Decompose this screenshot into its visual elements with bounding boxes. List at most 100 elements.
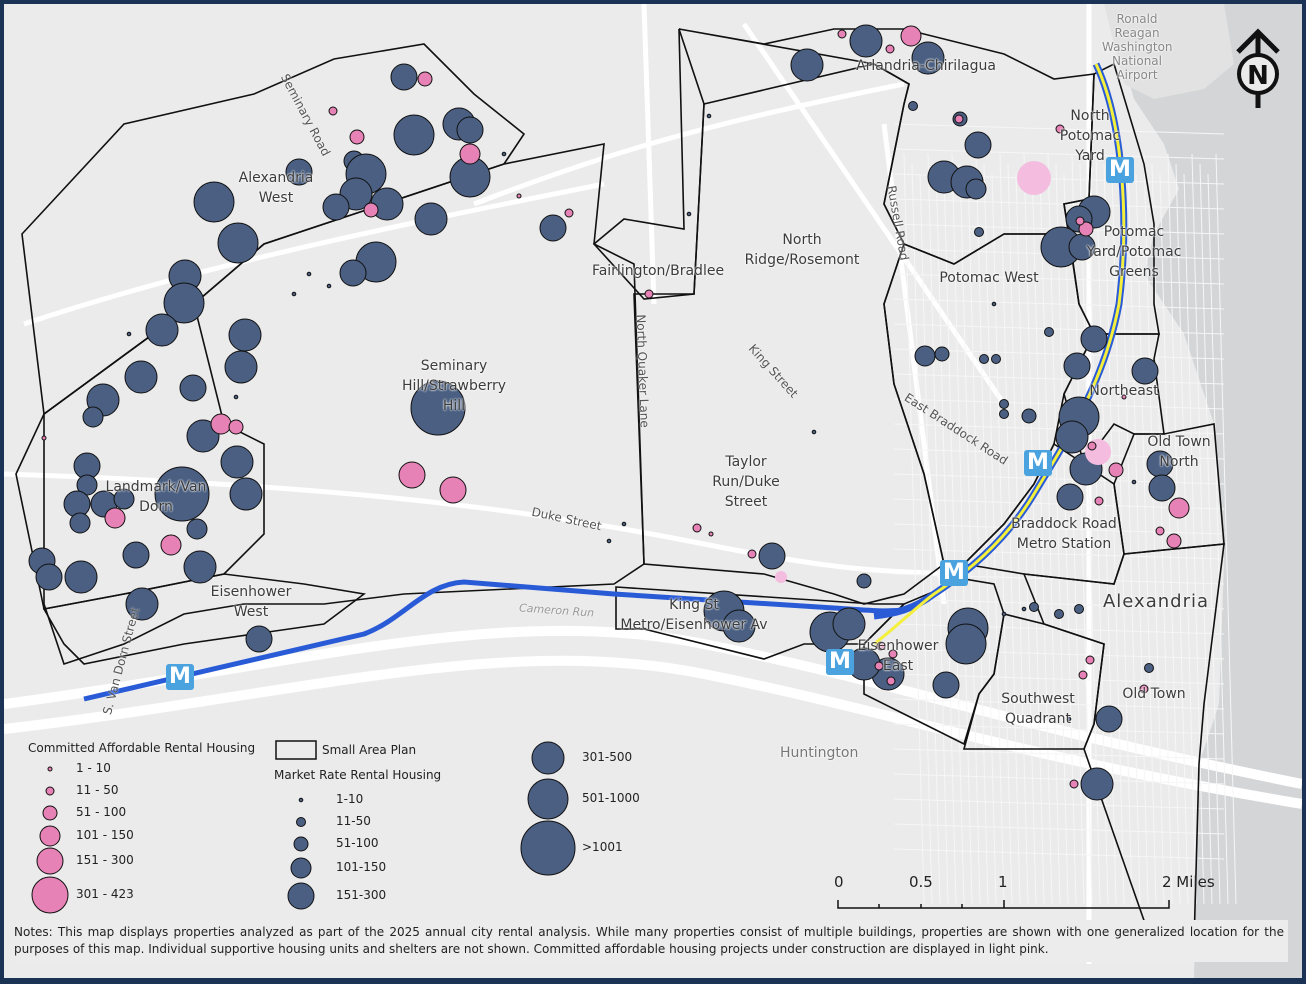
map-canvas[interactable]: N [4,4,1302,978]
north-arrow-icon: N [1236,28,1280,108]
market-rate-property-marker [964,131,992,159]
legend-affordable-symbol [47,766,53,772]
affordable-property-marker [1121,394,1127,400]
market-rate-property-marker [179,374,207,402]
street [893,398,1225,410]
street [927,153,949,905]
legend-affordable-symbol [45,786,55,796]
street [1039,173,1061,905]
area-label-seminary-hill: Seminary Hill/Strawberry Hill [401,358,507,414]
market-rate-property-marker [999,399,1009,409]
market-rate-property-marker [621,521,627,527]
small-area-plan-boundary [43,143,645,666]
affordable-property-marker [160,534,182,556]
road [473,81,905,207]
affordable-property-marker [885,44,895,54]
water-potomac-river [1124,4,1302,978]
affordable-property-marker [398,461,426,489]
market-rate-property-marker [501,151,507,157]
scale-bar-label: 0 [834,873,844,891]
street [959,163,981,905]
market-rate-property-marker [979,354,989,364]
airport-area [1104,4,1234,99]
street [893,373,1225,385]
market-rate-property-marker [306,271,312,277]
market-rate-property-marker [1131,357,1159,385]
legend-market-symbol [296,817,306,827]
market-rate-property-marker [233,394,239,400]
north-arrow-letter: N [1247,61,1269,91]
affordable-property-marker [1085,655,1095,665]
road [4,471,965,582]
market-rate-property-marker [1148,474,1176,502]
market-rate-property-marker [1054,609,1064,619]
street [903,153,925,905]
market-rate-property-marker [539,214,567,242]
metro-station-icon: M [166,664,194,690]
metro-station-icon: M [940,560,968,586]
affordable-property-marker [1078,221,1094,237]
area-label-taylor-run: Taylor Run/Duke Street [712,454,780,510]
area-label-potomac-west: Potomac West [939,270,1039,286]
market-rate-property-marker [974,227,984,237]
street [893,598,1225,610]
market-rate-property-marker [456,116,484,144]
legend-market-symbol [293,836,309,852]
area-label-arlandria: Arlandria-Chirilagua [856,58,996,74]
market-rate-property-marker [1001,611,1007,617]
legend-affordable-label: 1 - 10 [76,761,111,775]
area-label-northeast: Northeast [1089,383,1159,399]
street [893,473,1225,485]
market-rate-property-marker [217,222,259,264]
scale-bar-label: 2 Miles [1162,873,1215,891]
market-rate-property-marker [1056,483,1084,511]
street [893,523,1225,535]
legend-market-title: Market Rate Rental Housing [274,768,442,782]
legend-affordable-title: Committed Affordable Rental Housing [28,741,256,755]
affordable-property-marker [1094,496,1104,506]
market-rate-property-marker [790,48,824,82]
affordable-property-marker [1108,462,1124,478]
legend-market-symbol [527,778,569,820]
market-rate-property-marker [1066,716,1072,722]
market-rate-property-marker [1044,327,1054,337]
street [935,163,957,905]
market-rate-property-marker [1080,767,1114,801]
affordable-property-marker [228,419,244,435]
street [1183,173,1205,905]
street [893,198,1225,210]
legend-affordable-symbol [39,825,61,847]
market-rate-property-marker [965,178,987,200]
affordable-property-marker [692,523,702,533]
street [893,323,1225,335]
street [893,723,1225,735]
street [893,348,1225,360]
metro-line-yellow [873,63,1126,646]
market-rate-property-marker [999,409,1009,419]
affordable-property-marker [328,106,338,116]
market-rate-property-marker [35,563,63,591]
metro-station-icon: M [1106,157,1134,183]
north-arrow-circle [1237,53,1279,95]
road [641,4,657,305]
market-rate-property-marker [1074,604,1084,614]
market-rate-property-marker [934,346,950,362]
street [1015,173,1037,905]
legend-small-area-plan-symbol [275,740,317,760]
affordable-property-marker [564,208,574,218]
market-rate-property-marker [64,560,98,594]
area-label-old-town: Old Town [1122,686,1186,702]
legend-affordable-label: 11 - 50 [76,783,119,797]
street [893,273,1225,285]
street [975,153,997,905]
market-rate-property-marker [163,282,205,324]
market-rate-property-marker [82,406,104,428]
street [1175,163,1197,905]
market-rate-property-marker [186,419,220,453]
market-rate-property-marker [339,259,367,287]
market-rate-property-marker [991,354,1001,364]
legend-market-label: 151-300 [336,888,387,902]
small-area-plan-boundary [42,573,366,665]
street [893,823,1225,835]
area-label-eisenhower-west: Eisenhower West [210,584,292,620]
